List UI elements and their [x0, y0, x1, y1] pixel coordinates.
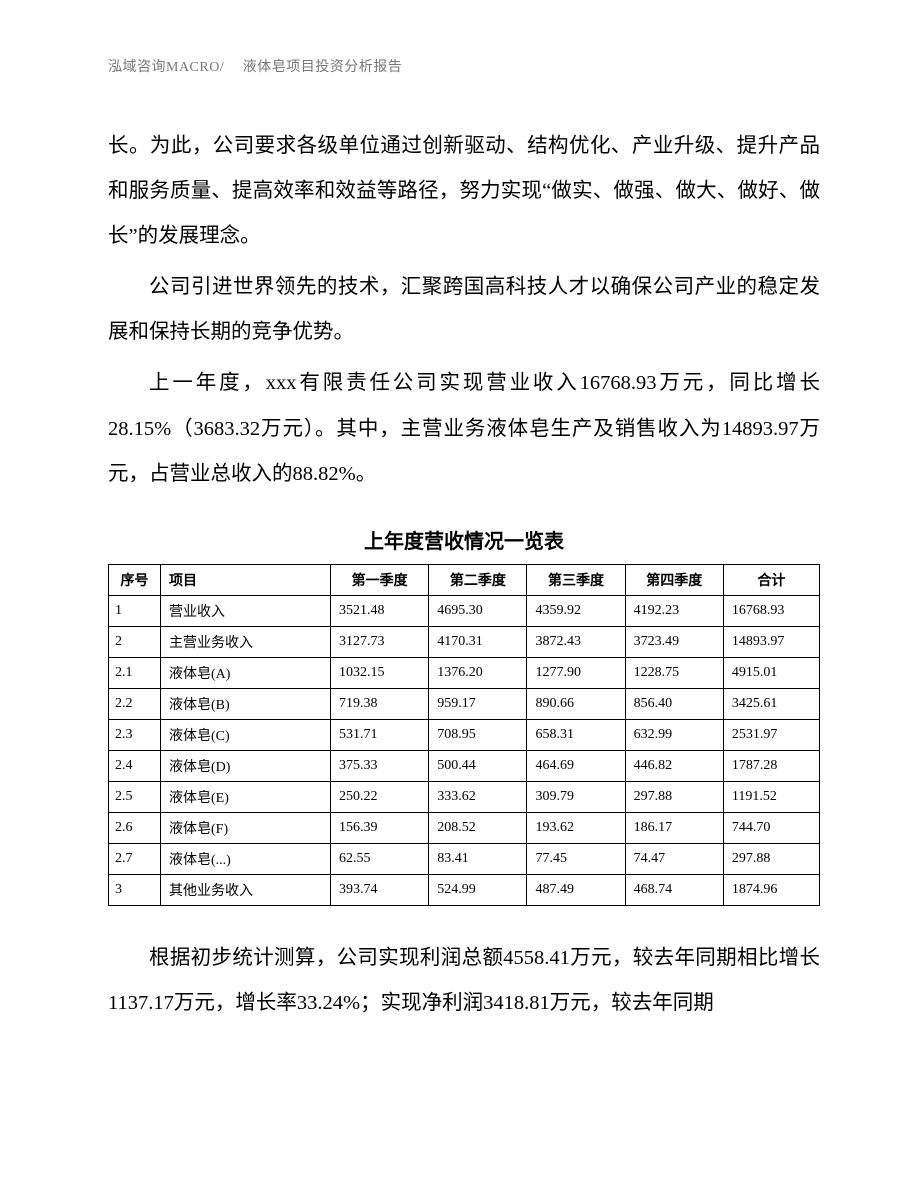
- table-cell: 297.88: [625, 781, 723, 812]
- table-cell: 83.41: [429, 843, 527, 874]
- table-cell: 营业收入: [161, 595, 331, 626]
- table-cell: 其他业务收入: [161, 874, 331, 905]
- table-cell: 3521.48: [331, 595, 429, 626]
- table-cell: 1376.20: [429, 657, 527, 688]
- table-row: 2.6液体皂(F)156.39208.52193.62186.17744.70: [109, 812, 820, 843]
- table-row: 3其他业务收入393.74524.99487.49468.741874.96: [109, 874, 820, 905]
- table-cell: 液体皂(...): [161, 843, 331, 874]
- table-row: 2主营业务收入3127.734170.313872.433723.4914893…: [109, 626, 820, 657]
- table-cell: 375.33: [331, 750, 429, 781]
- paragraph-4: 根据初步统计测算，公司实现利润总额4558.41万元，较去年同期相比增长1137…: [108, 936, 820, 1026]
- table-cell: 744.70: [723, 812, 819, 843]
- page-header: 泓域咨询MACRO/ 液体皂项目投资分析报告: [108, 56, 820, 76]
- table-cell: 62.55: [331, 843, 429, 874]
- table-row: 2.7液体皂(...)62.5583.4177.4574.47297.88: [109, 843, 820, 874]
- body-text-after: 根据初步统计测算，公司实现利润总额4558.41万元，较去年同期相比增长1137…: [108, 936, 820, 1026]
- table-cell: 193.62: [527, 812, 625, 843]
- table-cell: 1191.52: [723, 781, 819, 812]
- table-cell: 液体皂(F): [161, 812, 331, 843]
- table-cell: 2.2: [109, 688, 161, 719]
- table-cell: 4192.23: [625, 595, 723, 626]
- revenue-table: 序号 项目 第一季度 第二季度 第三季度 第四季度 合计 1营业收入3521.4…: [108, 564, 820, 906]
- table-title: 上年度营收情况一览表: [108, 525, 820, 554]
- table-cell: 液体皂(E): [161, 781, 331, 812]
- table-cell: 2: [109, 626, 161, 657]
- table-cell: 74.47: [625, 843, 723, 874]
- table-cell: 3425.61: [723, 688, 819, 719]
- table-cell: 4359.92: [527, 595, 625, 626]
- table-cell: 4695.30: [429, 595, 527, 626]
- table-cell: 液体皂(A): [161, 657, 331, 688]
- table-cell: 1787.28: [723, 750, 819, 781]
- table-cell: 3723.49: [625, 626, 723, 657]
- table-cell: 3127.73: [331, 626, 429, 657]
- table-cell: 890.66: [527, 688, 625, 719]
- table-cell: 156.39: [331, 812, 429, 843]
- table-cell: 468.74: [625, 874, 723, 905]
- table-cell: 1032.15: [331, 657, 429, 688]
- table-row: 2.4液体皂(D)375.33500.44464.69446.821787.28: [109, 750, 820, 781]
- table-cell: 液体皂(B): [161, 688, 331, 719]
- table-cell: 186.17: [625, 812, 723, 843]
- table-cell: 1228.75: [625, 657, 723, 688]
- paragraph-3: 上一年度，xxx有限责任公司实现营业收入16768.93万元，同比增长28.15…: [108, 361, 820, 496]
- table-row: 2.1液体皂(A)1032.151376.201277.901228.75491…: [109, 657, 820, 688]
- table-cell: 2.1: [109, 657, 161, 688]
- table-cell: 1874.96: [723, 874, 819, 905]
- table-cell: 1277.90: [527, 657, 625, 688]
- table-cell: 2.7: [109, 843, 161, 874]
- table-cell: 531.71: [331, 719, 429, 750]
- table-cell: 309.79: [527, 781, 625, 812]
- table-cell: 4170.31: [429, 626, 527, 657]
- table-cell: 2.4: [109, 750, 161, 781]
- table-cell: 2.6: [109, 812, 161, 843]
- col-header-no: 序号: [109, 564, 161, 595]
- table-cell: 464.69: [527, 750, 625, 781]
- table-row: 1营业收入3521.484695.304359.924192.2316768.9…: [109, 595, 820, 626]
- table-row: 2.3液体皂(C)531.71708.95658.31632.992531.97: [109, 719, 820, 750]
- table-cell: 500.44: [429, 750, 527, 781]
- table-cell: 959.17: [429, 688, 527, 719]
- table-cell: 719.38: [331, 688, 429, 719]
- table-cell: 632.99: [625, 719, 723, 750]
- table-cell: 主营业务收入: [161, 626, 331, 657]
- table-cell: 液体皂(D): [161, 750, 331, 781]
- table-cell: 658.31: [527, 719, 625, 750]
- table-cell: 487.49: [527, 874, 625, 905]
- table-header-row: 序号 项目 第一季度 第二季度 第三季度 第四季度 合计: [109, 564, 820, 595]
- table-cell: 446.82: [625, 750, 723, 781]
- paragraph-1: 长。为此，公司要求各级单位通过创新驱动、结构优化、产业升级、提升产品和服务质量、…: [108, 124, 820, 259]
- table-cell: 4915.01: [723, 657, 819, 688]
- col-header-q2: 第二季度: [429, 564, 527, 595]
- table-cell: 3872.43: [527, 626, 625, 657]
- col-header-q1: 第一季度: [331, 564, 429, 595]
- body-text: 长。为此，公司要求各级单位通过创新驱动、结构优化、产业升级、提升产品和服务质量、…: [108, 124, 820, 497]
- document-page: 泓域咨询MACRO/ 液体皂项目投资分析报告 长。为此，公司要求各级单位通过创新…: [0, 0, 920, 1191]
- table-cell: 77.45: [527, 843, 625, 874]
- table-cell: 208.52: [429, 812, 527, 843]
- table-cell: 333.62: [429, 781, 527, 812]
- table-cell: 708.95: [429, 719, 527, 750]
- table-cell: 856.40: [625, 688, 723, 719]
- table-row: 2.5液体皂(E)250.22333.62309.79297.881191.52: [109, 781, 820, 812]
- table-cell: 14893.97: [723, 626, 819, 657]
- col-header-item: 项目: [161, 564, 331, 595]
- col-header-q4: 第四季度: [625, 564, 723, 595]
- table-cell: 393.74: [331, 874, 429, 905]
- table-cell: 524.99: [429, 874, 527, 905]
- table-cell: 2.3: [109, 719, 161, 750]
- table-cell: 16768.93: [723, 595, 819, 626]
- table-cell: 3: [109, 874, 161, 905]
- table-row: 2.2液体皂(B)719.38959.17890.66856.403425.61: [109, 688, 820, 719]
- table-cell: 297.88: [723, 843, 819, 874]
- col-header-total: 合计: [723, 564, 819, 595]
- table-cell: 2.5: [109, 781, 161, 812]
- table-cell: 250.22: [331, 781, 429, 812]
- table-cell: 2531.97: [723, 719, 819, 750]
- col-header-q3: 第三季度: [527, 564, 625, 595]
- paragraph-2: 公司引进世界领先的技术，汇聚跨国高科技人才以确保公司产业的稳定发展和保持长期的竞…: [108, 265, 820, 355]
- table-cell: 1: [109, 595, 161, 626]
- table-cell: 液体皂(C): [161, 719, 331, 750]
